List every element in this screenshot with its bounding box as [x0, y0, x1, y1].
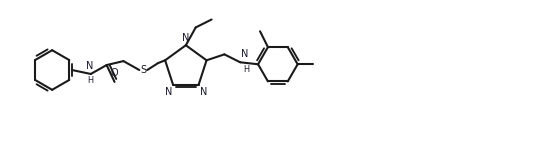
Text: N: N	[86, 61, 94, 71]
Text: N: N	[241, 49, 248, 59]
Text: H: H	[243, 65, 249, 74]
Text: O: O	[111, 68, 118, 78]
Text: H: H	[88, 76, 94, 85]
Text: N: N	[200, 87, 207, 97]
Text: N: N	[182, 33, 189, 43]
Text: N: N	[164, 87, 172, 97]
Text: S: S	[140, 65, 146, 75]
